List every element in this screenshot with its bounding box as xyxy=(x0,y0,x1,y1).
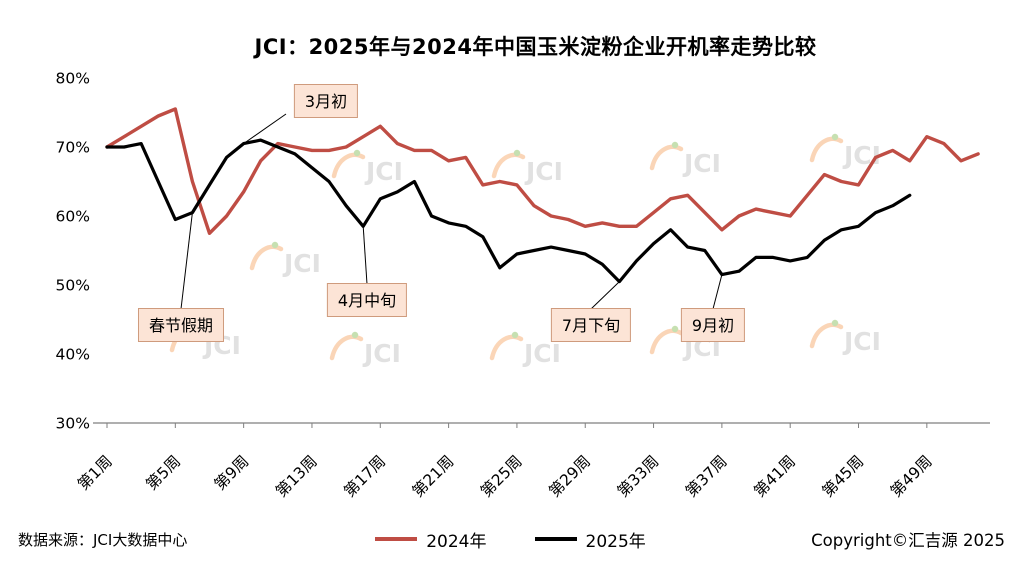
x-tick-label: 第9周 xyxy=(211,452,253,494)
jci-watermark-logo: JCI xyxy=(489,331,561,368)
x-tick-label: 第1周 xyxy=(74,452,116,494)
legend-item-2024: 2024年 xyxy=(375,527,487,552)
legend: 2024年 2025年 xyxy=(0,524,1021,554)
y-tick-label: 50% xyxy=(56,277,90,295)
legend-line-swatch-2025 xyxy=(534,537,577,541)
svg-text:JCI: JCI xyxy=(282,249,321,278)
svg-text:JCI: JCI xyxy=(524,157,563,186)
x-tick-label: 第49周 xyxy=(887,452,936,501)
x-tick-label: 第17周 xyxy=(341,452,390,501)
annotation-leader-line xyxy=(362,226,368,285)
y-tick-label: 70% xyxy=(56,139,90,157)
x-tick-label: 第37周 xyxy=(682,452,731,501)
annotation-mid-april: 4月中旬 xyxy=(326,283,408,317)
legend-label-2024: 2024年 xyxy=(426,531,487,552)
annotation-leader-line xyxy=(590,281,620,310)
series-line-0 xyxy=(105,107,980,236)
jci-watermark-logo: JCI xyxy=(809,133,881,170)
annotation-leader-line xyxy=(712,274,723,310)
x-tick-label: 第45周 xyxy=(819,452,868,501)
annotation-leader-line xyxy=(243,113,287,145)
y-tick-label: 80% xyxy=(56,70,90,88)
annotation-early-september: 9月初 xyxy=(680,308,746,342)
x-tick-label: 第5周 xyxy=(142,452,184,494)
x-tick-label: 第29周 xyxy=(545,452,594,501)
jci-watermark-logo: JCI xyxy=(249,241,321,278)
svg-text:JCI: JCI xyxy=(842,141,881,170)
legend-line-swatch-2024 xyxy=(375,537,418,541)
svg-text:JCI: JCI xyxy=(682,149,721,178)
legend-label-2025: 2025年 xyxy=(585,531,646,552)
svg-text:JCI: JCI xyxy=(362,339,401,368)
svg-text:JCI: JCI xyxy=(522,339,561,368)
jci-watermark-logo: JCI xyxy=(649,141,721,178)
svg-text:JCI: JCI xyxy=(364,157,403,186)
jci-watermark-logo: JCI xyxy=(329,331,401,368)
x-tick-label: 第25周 xyxy=(477,452,526,501)
annotation-leader-line xyxy=(180,212,193,310)
annotation-spring-festival: 春节假期 xyxy=(137,308,225,342)
jci-watermark-logo: JCI xyxy=(809,319,881,356)
copyright-text: Copyright©汇吉源 2025 xyxy=(811,531,1005,550)
data-source-text: 数据来源：JCI大数据中心 xyxy=(18,531,188,549)
legend-item-2025: 2025年 xyxy=(534,527,646,552)
x-tick-label: 第41周 xyxy=(750,452,799,501)
annotation-late-july: 7月下旬 xyxy=(550,308,632,342)
x-tick-label: 第33周 xyxy=(614,452,663,501)
svg-text:JCI: JCI xyxy=(842,327,881,356)
y-tick-label: 30% xyxy=(56,415,90,433)
jci-watermark-logo: JCI xyxy=(331,149,403,186)
y-tick-label: 60% xyxy=(56,208,90,226)
y-tick-label: 40% xyxy=(56,346,90,364)
annotation-early-march: 3月初 xyxy=(293,84,359,118)
x-tick-label: 第13周 xyxy=(272,452,321,501)
series-line-1 xyxy=(105,138,912,284)
jci-watermark-logo: JCI xyxy=(491,149,563,186)
chart-title: JCI：2025年与2024年中国玉米淀粉企业开机率走势比较 xyxy=(254,35,817,59)
x-tick-label: 第21周 xyxy=(409,452,458,501)
